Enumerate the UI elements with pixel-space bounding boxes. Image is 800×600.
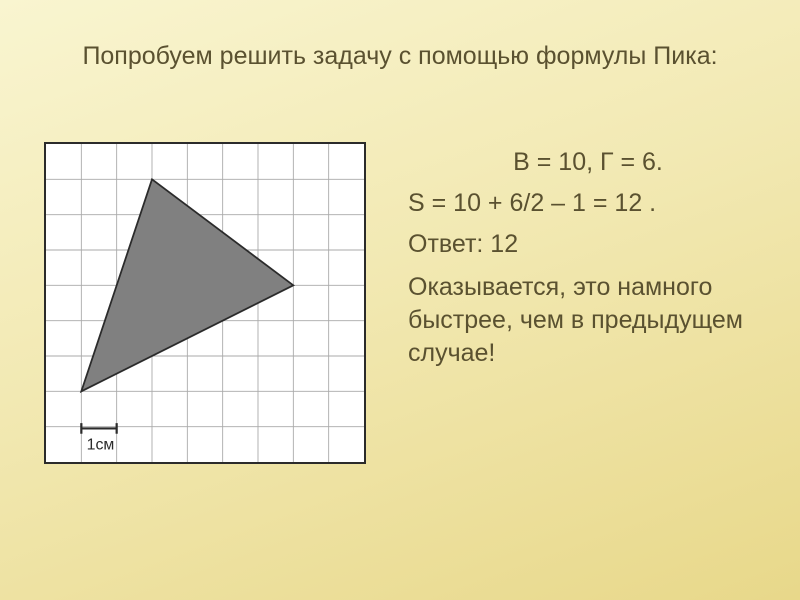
formula-line: S = 10 + 6/2 – 1 = 12 .: [408, 189, 768, 218]
scale-bar: [81, 423, 116, 434]
slide-title: Попробуем решить задачу с помощью формул…: [0, 42, 800, 71]
paragraph: Оказывается, это намного быстрее, чем в …: [408, 271, 768, 370]
grid-figure: 1см: [46, 144, 364, 462]
text-column: В = 10, Г = 6. S = 10 + 6/2 – 1 = 12 . О…: [408, 148, 768, 370]
scale-label: 1см: [87, 437, 115, 454]
answer-line: Ответ: 12: [408, 230, 768, 259]
figure-panel: 1см: [44, 142, 366, 464]
vars-line: В = 10, Г = 6.: [408, 148, 768, 177]
